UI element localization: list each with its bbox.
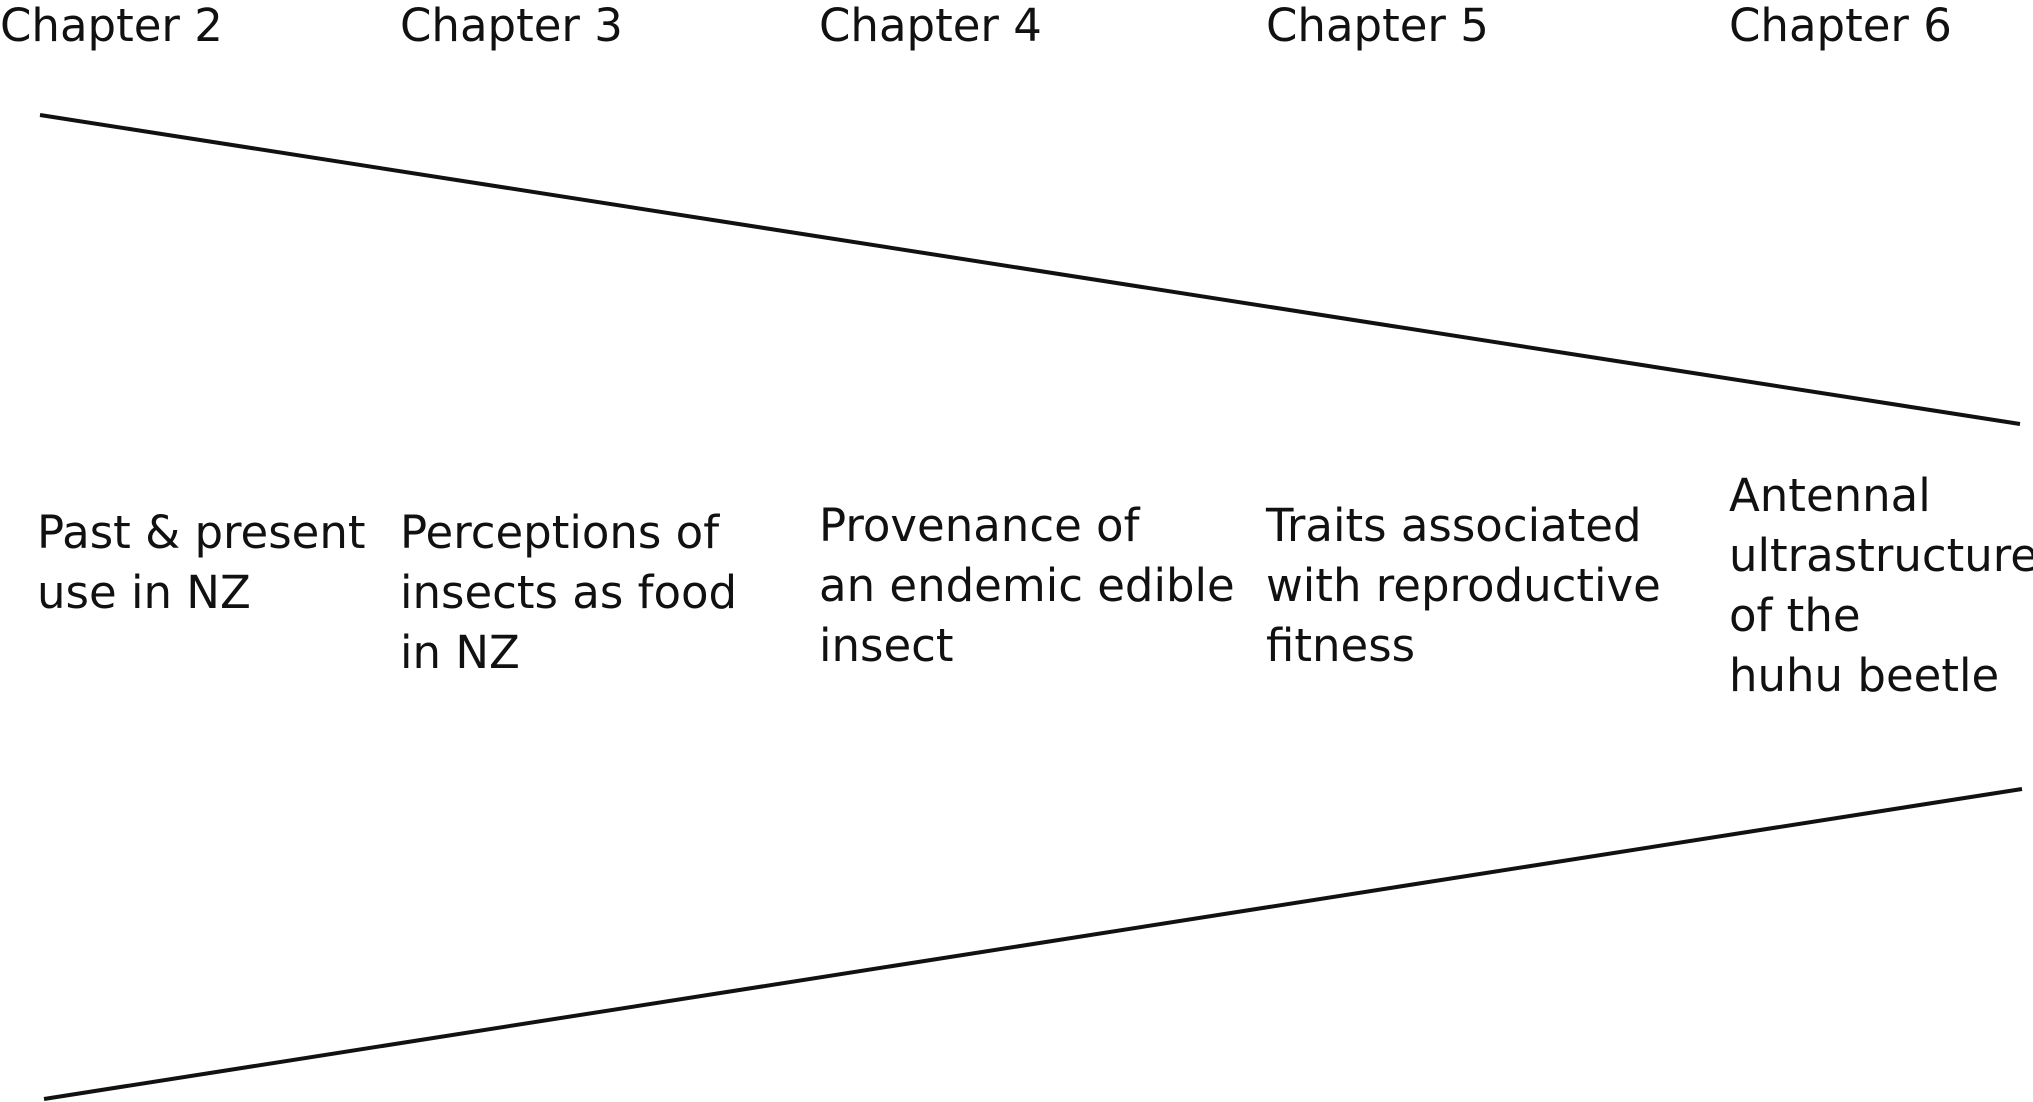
- chapter-3-topic-line: insects as food: [400, 566, 738, 619]
- chapter-4-topic: Provenance of an endemic edible insect: [819, 496, 1235, 676]
- chapter-3-heading: Chapter 3: [400, 0, 623, 52]
- chapter-4-topic-line: an endemic edible: [819, 559, 1235, 612]
- chapter-4-topic-line: Provenance of: [819, 499, 1140, 552]
- chapter-6-topic-line: ultrastructures: [1729, 529, 2033, 582]
- chapter-3-topic-line: in NZ: [400, 626, 520, 679]
- funnel-top-edge: [39, 113, 2021, 426]
- chapter-2-heading: Chapter 2: [0, 0, 223, 52]
- chapter-3-topic-line: Perceptions of: [400, 506, 720, 559]
- chapter-5-topic-line: with reproductive: [1266, 559, 1661, 612]
- chapter-2-topic-line: use in NZ: [37, 566, 251, 619]
- chapter-2-topic: Past & present use in NZ: [37, 503, 366, 623]
- chapter-4-heading: Chapter 4: [819, 0, 1042, 52]
- chapter-5-heading: Chapter 5: [1266, 0, 1489, 52]
- chapter-6-topic: Antennal ultrastructures of the huhu bee…: [1729, 466, 2033, 706]
- chapter-6-topic-line: of the: [1729, 589, 1861, 642]
- chapter-4-topic-line: insect: [819, 619, 954, 672]
- chapter-6-topic-line: huhu beetle: [1729, 649, 2000, 702]
- chapter-6-topic-line: Antennal: [1729, 469, 1931, 522]
- chapter-5-topic: Traits associated with reproductive fitn…: [1266, 496, 1661, 676]
- chapter-2-topic-line: Past & present: [37, 506, 366, 559]
- chapter-5-topic-line: Traits associated: [1266, 499, 1642, 552]
- chapter-3-topic: Perceptions of insects as food in NZ: [400, 503, 737, 683]
- funnel-bottom-edge: [43, 787, 2023, 1101]
- chapter-5-topic-line: fitness: [1266, 619, 1416, 672]
- chapter-6-heading: Chapter 6: [1729, 0, 1952, 52]
